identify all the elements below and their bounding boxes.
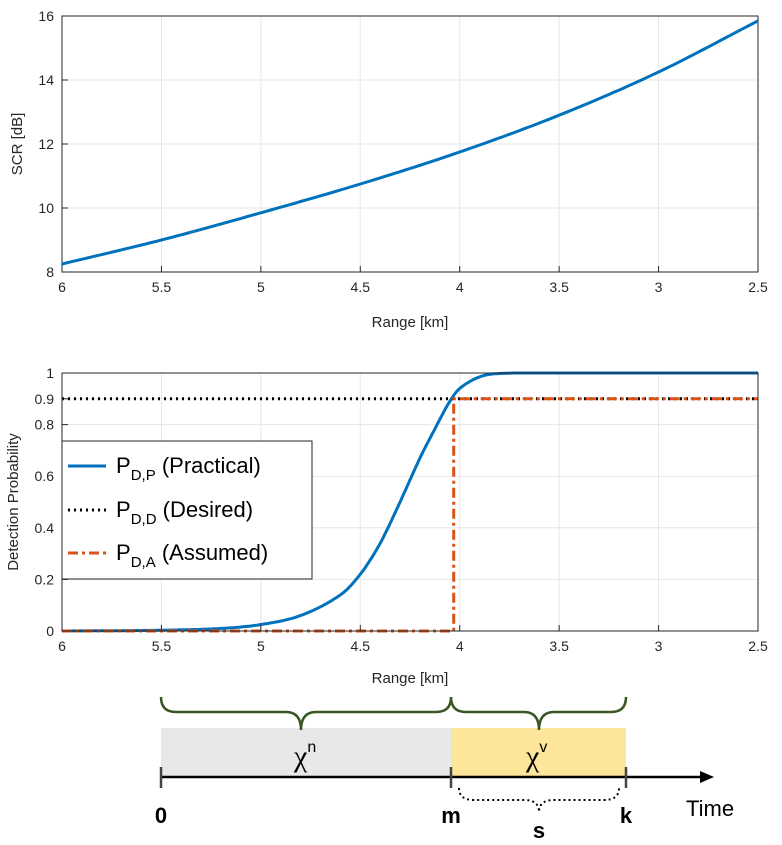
pd-xtick-label: 4 [456,638,464,654]
span-label-s: s [533,818,545,843]
pd-ticks: 6 5.5 5 4.5 4 3.5 3 2.5 0 0.2 0.4 0.6 0.8 0.9 1 [35,365,768,654]
time-arrow-head [700,771,714,783]
pd-xtick-label: 2.5 [748,638,768,654]
segment-n-label: χn [293,739,316,773]
pd-chart: 6 5.5 5 4.5 4 3.5 3 2.5 0 0.2 0.4 0.6 0.8 0.9 1 Range … [5,365,768,687]
pd-ytick-label: 0.9 [35,391,55,407]
pd-ytick-label: 1 [46,365,54,381]
mark-0: 0 [155,803,167,828]
pd-legend: PD,P (Practical) PD,D (Desired) PD,A (As… [61,440,313,580]
mark-m: m [441,803,461,828]
scr-xtick-label: 4 [456,279,464,295]
pd-xtick-label: 6 [58,638,66,654]
pd-ylabel: Detection Probability [5,433,22,571]
brace-s [458,787,620,813]
scr-series-line-0 [61,19,759,266]
scr-xtick-label: 5.5 [152,279,172,295]
scr-xtick-label: 3 [655,279,663,295]
pd-ytick-label: 0.8 [35,417,55,433]
pd-xtick-label: 3.5 [549,638,569,654]
pd-xtick-label: 5.5 [152,638,172,654]
scr-ytick-label: 10 [38,200,54,216]
scr-xtick-label: 2.5 [748,279,768,295]
legend-entry-desired: PD,D (Desired) [68,497,253,528]
segment-v-label: χv [525,739,547,773]
scr-ytick-label: 8 [46,264,54,280]
pd-xtick-label: 4.5 [351,638,371,654]
pd-xlabel: Range [km] [372,670,449,687]
scr-xtick-label: 3.5 [549,279,569,295]
scr-ytick-label: 12 [38,136,54,152]
pd-ytick-label: 0.4 [35,520,55,536]
legend-entry-practical: PD,P (Practical) [68,453,261,484]
scr-ylabel: SCR [dB] [9,113,26,176]
mark-k: k [620,803,633,828]
scr-ytick-label: 16 [38,8,54,24]
timeline: χn χv 0 m k Time s [155,696,734,843]
pd-ytick-label: 0.6 [35,468,55,484]
segment-n [161,728,451,777]
pd-ytick-label: 0 [46,623,54,639]
scr-ticks: 6 5.5 5 4.5 4 3.5 3 2.5 8 10 12 14 16 [38,8,768,295]
pd-ytick-label: 0.2 [35,571,55,587]
legend-text-desired: PD,D (Desired) [116,497,253,528]
brace-v [449,696,628,731]
scr-series [61,19,759,266]
brace-n [159,696,453,731]
pd-xtick-label: 5 [257,638,265,654]
scr-xtick-label: 4.5 [351,279,371,295]
legend-text-practical: PD,P (Practical) [116,453,261,484]
scr-chart: 6 5.5 5 4.5 4 3.5 3 2.5 8 10 12 14 16 Range [km] SCR… [9,8,768,331]
legend-box [61,440,313,580]
scr-xlabel: Range [km] [372,314,449,331]
segment-v [451,728,626,777]
legend-entry-assumed: PD,A (Assumed) [68,540,268,571]
time-label: Time [686,796,734,821]
legend-text-assumed: PD,A (Assumed) [116,540,268,571]
scr-xtick-label: 5 [257,279,265,295]
scr-ytick-label: 14 [38,72,54,88]
scr-grid [61,15,759,273]
pd-xtick-label: 3 [655,638,663,654]
scr-xtick-label: 6 [58,279,66,295]
